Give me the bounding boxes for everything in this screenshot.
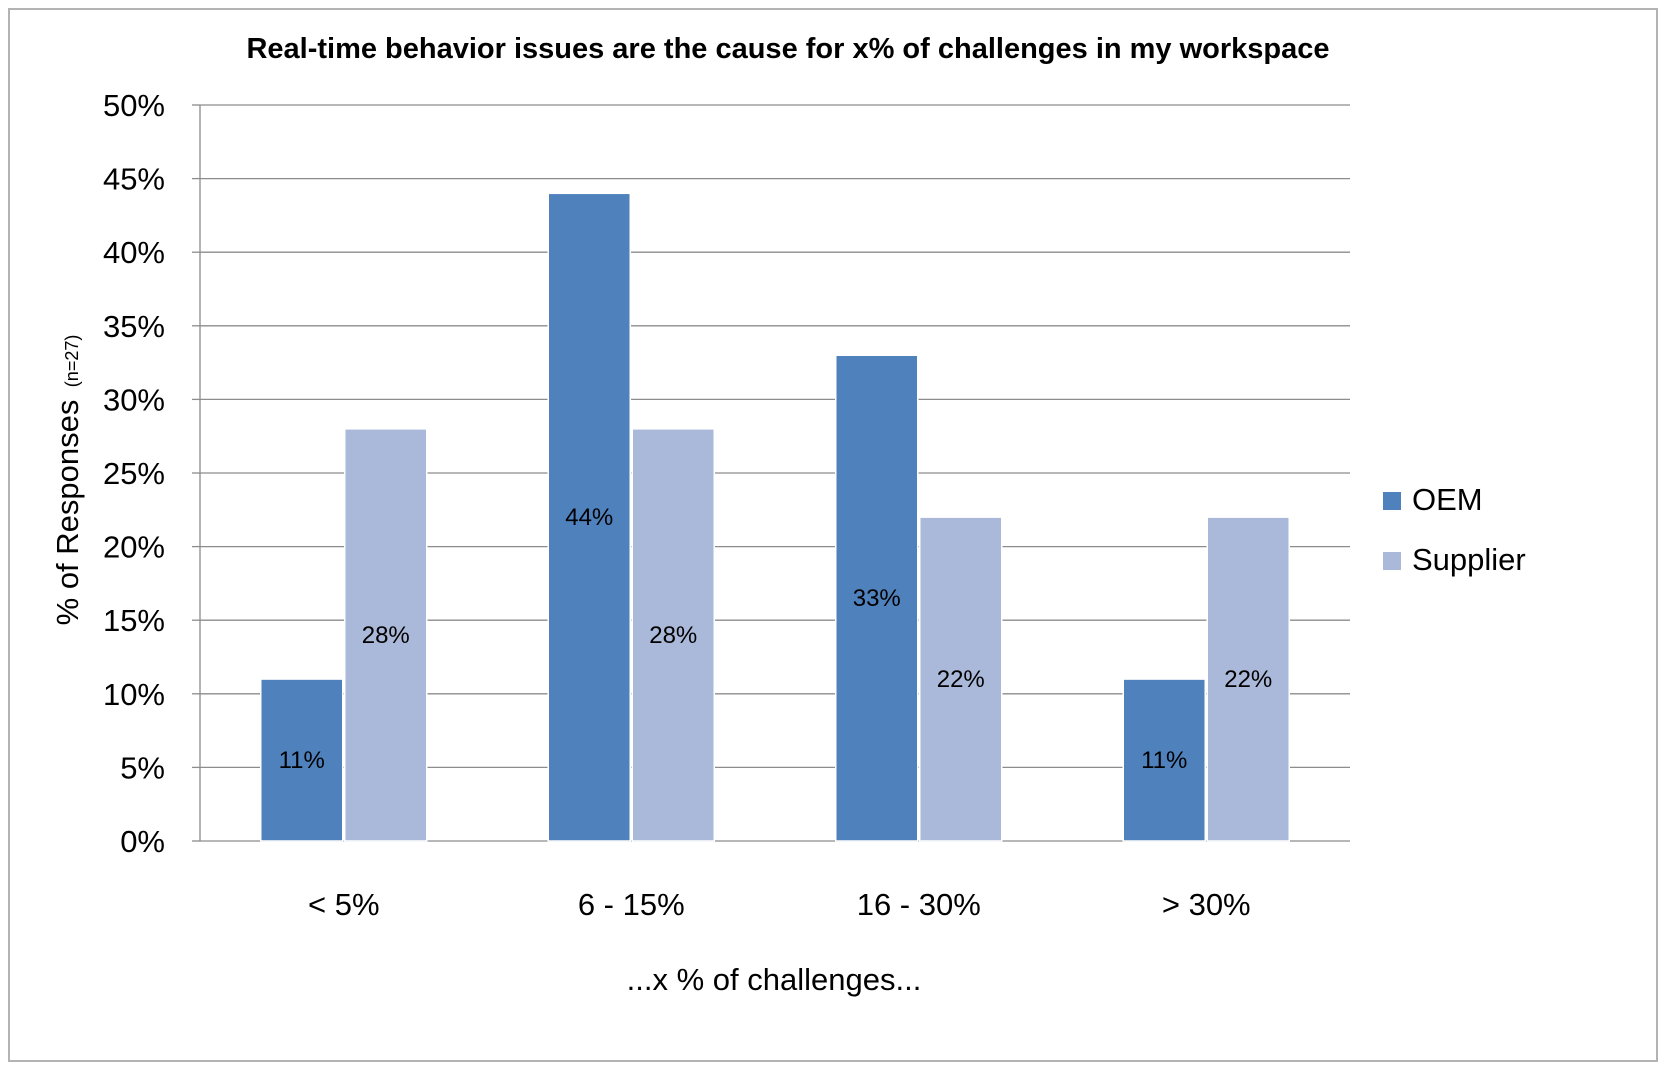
data-label: 11% <box>279 747 325 774</box>
y-tick-label: 40% <box>103 235 165 270</box>
bar-oem <box>260 678 344 842</box>
data-label: 22% <box>1224 666 1272 693</box>
y-axis-title-main: % of Responses <box>50 400 85 626</box>
data-label: 44% <box>565 504 613 531</box>
y-axis-title: % of Responses (n=27) <box>50 335 85 626</box>
x-axis-title: ...x % of challenges... <box>627 962 922 997</box>
y-tick-label: 45% <box>103 162 165 197</box>
bar-supplier <box>919 516 1003 842</box>
bar-oem <box>1122 678 1206 842</box>
legend-swatch-supplier <box>1383 552 1401 570</box>
bar-chart: Real-time behavior issues are the cause … <box>50 33 1526 997</box>
y-tick-label: 5% <box>120 750 165 785</box>
y-tick-label: 0% <box>120 824 165 859</box>
y-tick-label: 35% <box>103 309 165 344</box>
category-label: 16 - 30% <box>857 887 981 922</box>
y-axis-title-note: (n=27) <box>62 335 82 388</box>
bar-oem <box>835 354 919 842</box>
legend-label-supplier: Supplier <box>1412 542 1526 577</box>
data-label: 22% <box>937 666 985 693</box>
y-tick-label: 25% <box>103 456 165 491</box>
bar-supplier <box>344 428 428 842</box>
category-label: < 5% <box>308 887 380 922</box>
category-labels: < 5% 6 - 15% 16 - 30% > 30% <box>308 887 1251 922</box>
y-tick-labels: 0% 5% 10% 15% 20% 25% 30% 35% 40% 45% 50% <box>103 88 165 859</box>
bar-supplier <box>1206 516 1290 842</box>
data-label: 33% <box>853 585 901 612</box>
data-label: 11% <box>1141 747 1187 774</box>
bar-oem <box>547 192 631 842</box>
legend-swatch-oem <box>1383 492 1401 510</box>
bar-supplier <box>631 428 715 842</box>
y-tick-label: 10% <box>103 677 165 712</box>
data-label: 28% <box>362 622 410 649</box>
y-tick-label: 15% <box>103 603 165 638</box>
legend-label-oem: OEM <box>1412 482 1483 517</box>
category-label: > 30% <box>1162 887 1251 922</box>
category-label: 6 - 15% <box>578 887 685 922</box>
legend: OEM Supplier <box>1383 482 1526 577</box>
chart-title: Real-time behavior issues are the cause … <box>246 33 1329 65</box>
data-labels: 11% 28% 44% 28% 33% 22% 11% 22% <box>279 504 1273 774</box>
y-tick-label: 30% <box>103 382 165 417</box>
bars <box>260 192 1290 842</box>
y-tick-label: 50% <box>103 88 165 123</box>
chart-frame: Real-time behavior issues are the cause … <box>8 8 1658 1062</box>
data-label: 28% <box>649 622 697 649</box>
y-tick-label: 20% <box>103 530 165 565</box>
